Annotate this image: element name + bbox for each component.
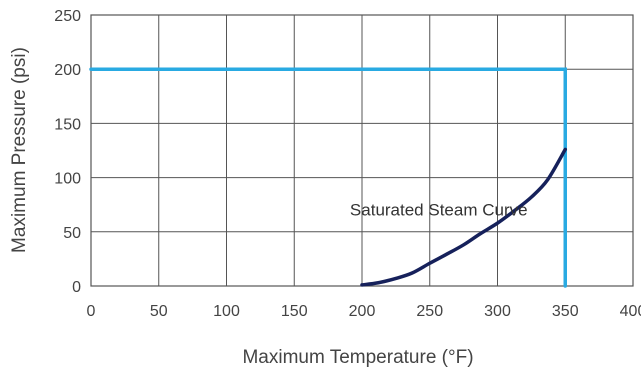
y-tick-label: 100	[54, 171, 81, 188]
y-tick-labels: 0 50 100 150 200 250	[54, 8, 81, 296]
annotation-label: Saturated Steam Curve	[350, 200, 528, 219]
y-tick-label: 250	[54, 8, 81, 25]
grid	[90, 14, 634, 287]
x-tick-label: 200	[349, 303, 376, 320]
x-tick-label: 350	[552, 303, 579, 320]
y-axis-title: Maximum Pressure (psi)	[9, 47, 30, 253]
y-tick-label: 0	[72, 279, 81, 296]
y-tick-label: 150	[54, 116, 81, 133]
y-tick-label: 50	[63, 225, 81, 242]
annotations: Saturated Steam Curve	[350, 200, 528, 219]
x-axis-title: Maximum Temperature (°F)	[242, 347, 473, 368]
saturated-steam-curve	[360, 147, 567, 287]
x-tick-label: 300	[484, 303, 511, 320]
x-tick-label: 250	[416, 303, 443, 320]
x-tick-label: 400	[620, 303, 641, 320]
x-tick-label: 50	[150, 303, 168, 320]
x-tick-labels: 0 50 100 150 200 250 300 350 400	[87, 303, 641, 320]
x-tick-label: 0	[87, 303, 96, 320]
pressure-temperature-limit-line	[89, 67, 567, 288]
x-tick-label: 100	[213, 303, 240, 320]
series-layer	[89, 67, 567, 288]
x-tick-label: 150	[281, 303, 308, 320]
y-tick-label: 200	[54, 62, 81, 79]
